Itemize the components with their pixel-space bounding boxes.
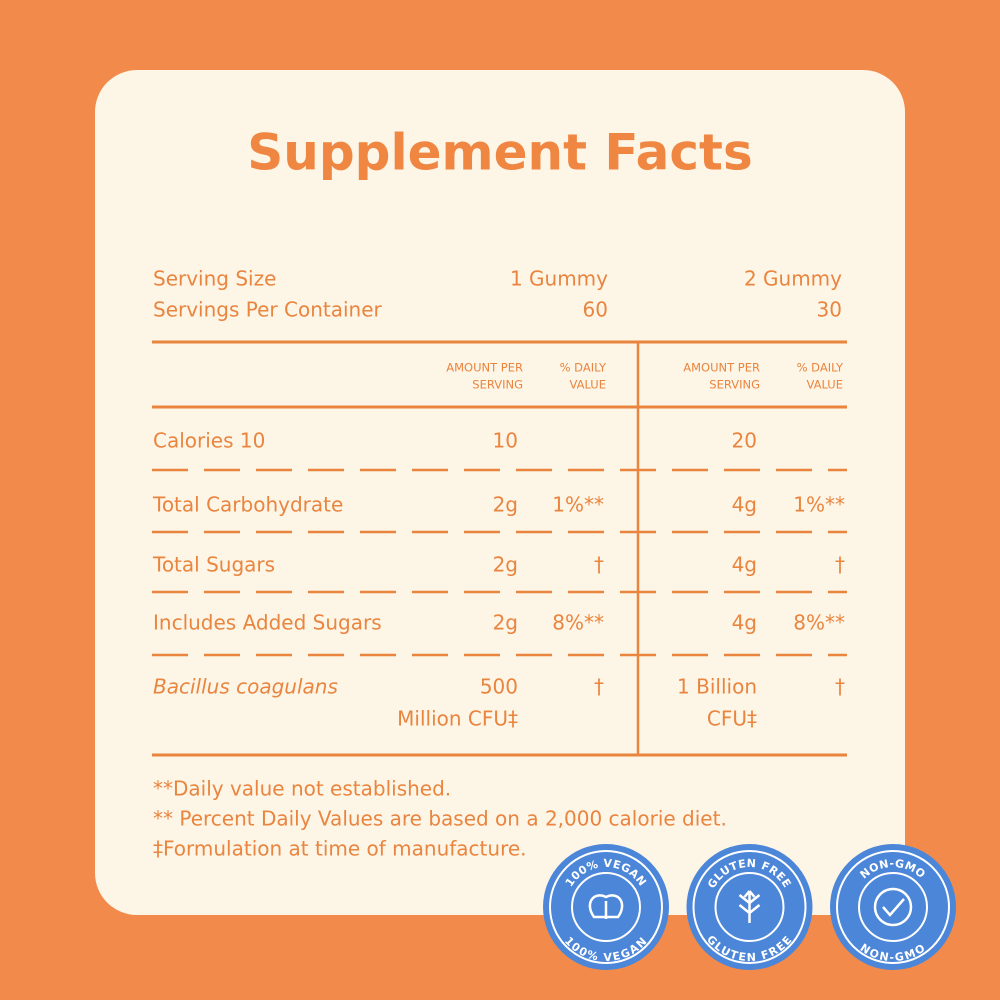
serving-value: 60 [583,298,608,322]
daily-value: † [835,553,845,577]
row-label: Total Sugars [152,553,275,577]
serving-label: Serving Size [153,267,276,291]
column-header: SERVING [472,378,523,392]
amount: CFU‡ [707,707,757,731]
amount: 10 [493,429,518,453]
serving-label: Servings Per Container [153,298,383,322]
amount: Million CFU‡ [397,707,518,731]
daily-value: 8%** [793,611,845,635]
amount: 2g [493,553,518,577]
row-label: Calories 10 [153,429,265,453]
amount: 4g [732,553,757,577]
card [95,70,905,915]
title: Supplement Facts [247,124,752,182]
column-header: AMOUNT PER [446,361,523,375]
column-header: AMOUNT PER [683,361,760,375]
row-label: Bacillus coagulans [153,675,338,699]
amount: 2g [493,493,518,517]
badge-inner [714,872,785,942]
badge-circle [830,844,956,970]
column-header: VALUE [569,378,606,392]
footnote: ** Percent Daily Values are based on a 2… [153,807,727,831]
column-header: % DAILY [560,361,607,375]
badge-icon [588,894,624,919]
amount: 4g [732,493,757,517]
amount: 2g [493,611,518,635]
daily-value: † [594,553,604,577]
badge-inner [571,872,641,942]
amount: 4g [732,611,757,635]
badge-icon [738,890,761,923]
daily-value: 1%** [793,493,845,517]
badge-icon [873,887,913,927]
badge-inner [858,872,928,942]
serving-value: 1 Gummy [510,267,608,291]
badge-ring [836,850,950,964]
daily-value: † [835,675,845,699]
column-header: SERVING [709,378,760,392]
serving-value: 30 [817,298,842,322]
column-header: VALUE [806,378,843,392]
serving-value: 2 Gummy [744,267,842,291]
daily-value: 1%** [552,493,604,517]
amount: 20 [732,429,757,453]
column-header: % DAILY [797,361,844,375]
badge-ring [692,850,807,964]
daily-value: 8%** [552,611,604,635]
amount: 500 [480,675,518,699]
badge-ring [549,850,663,964]
row-label: Includes Added Sugars [153,611,382,635]
footnote: **Daily value not established. [153,777,451,801]
table-lines [152,340,847,757]
amount: 1 Billion [677,675,757,699]
row-label: Total Carbohydrate [152,493,343,517]
daily-value: † [594,675,604,699]
footnote: ‡Formulation at time of manufacture. [153,837,527,861]
